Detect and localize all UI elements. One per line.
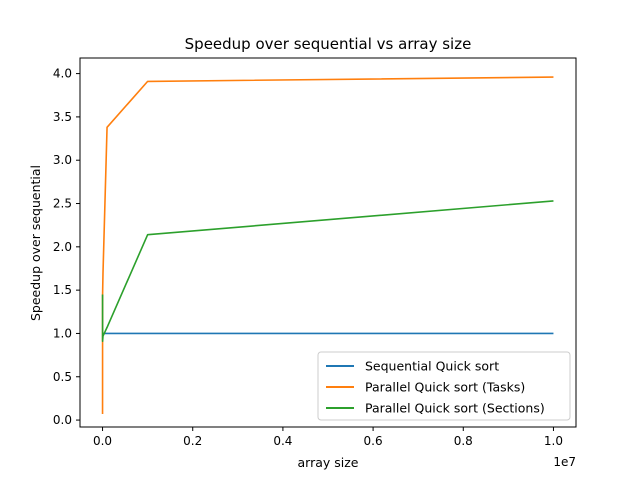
legend-label: Parallel Quick sort (Sections) [365,401,545,416]
x-axis-offset-label: 1e7 [553,455,576,469]
x-tick-label: 0.2 [183,434,202,448]
legend: Sequential Quick sort Parallel Quick sort… [317,351,571,421]
x-tick-label: 0.4 [273,434,292,448]
x-tick-label: 0.0 [93,434,112,448]
y-tick-label: 3.5 [53,110,72,124]
y-tick-label: 2.0 [53,240,72,254]
y-tick-label: 2.5 [53,197,72,211]
y-tick-label: 3.0 [53,153,72,167]
y-tick-label: 1.0 [53,326,72,340]
y-tick-label: 0.5 [53,370,72,384]
y-tick-label: 4.0 [53,67,72,81]
y-tick-label: 0.0 [53,413,72,427]
legend-label: Sequential Quick sort [365,359,499,374]
x-tick-label: 1.0 [544,434,563,448]
plot-area-frame [79,57,577,428]
chart-title: Speedup over sequential vs array size [185,35,472,53]
series-layer [101,76,554,415]
x-axis-label: array size [298,455,359,470]
legend-label: Parallel Quick sort (Tasks) [365,380,525,395]
y-tick-label: 1.5 [53,283,72,297]
x-tick-label: 0.6 [364,434,383,448]
y-axis-label: Speedup over sequential [28,165,43,321]
y-axis-ticks: 0.0 0.5 1.0 1.5 2.0 2.5 3.0 3.5 4.0 [53,67,80,427]
x-tick-label: 0.8 [454,434,473,448]
x-axis-ticks: 0.0 0.2 0.4 0.6 0.8 1.0 [93,427,563,448]
series-line-3 [101,200,554,343]
legend-box [317,351,571,421]
